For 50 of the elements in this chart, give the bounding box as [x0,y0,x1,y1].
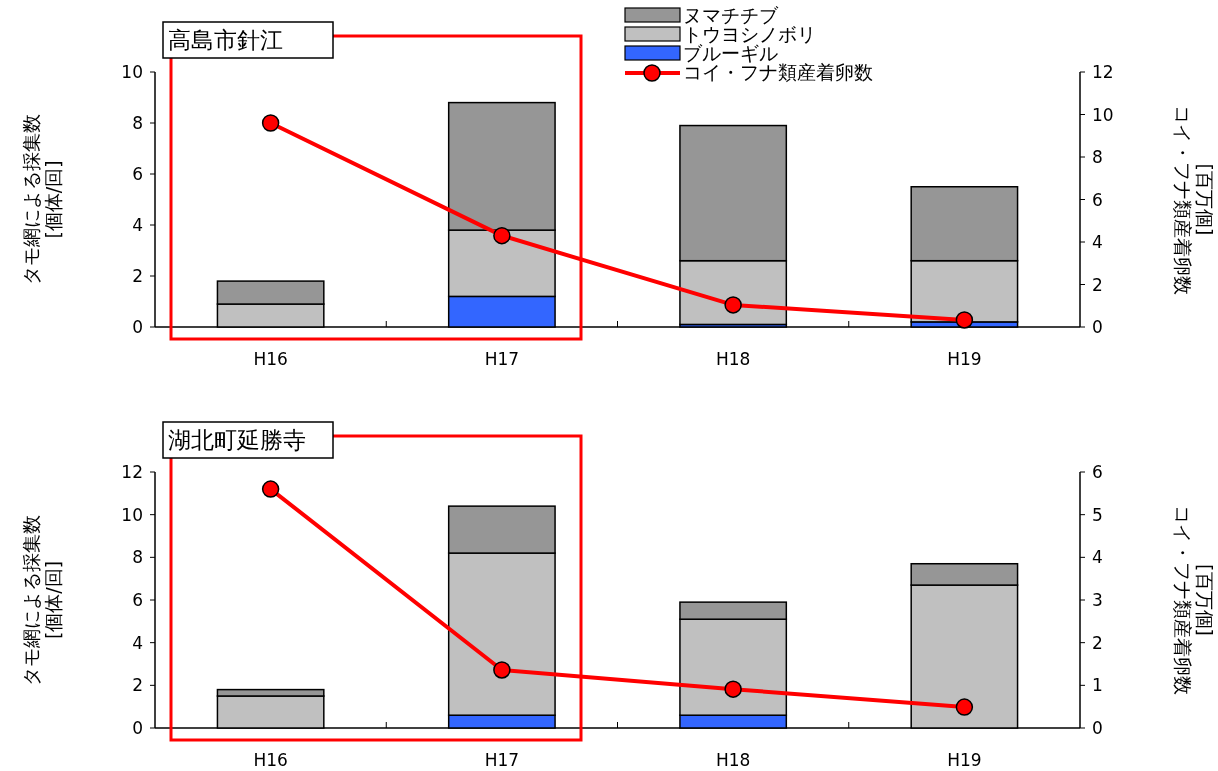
x-tick-label: H17 [484,750,520,770]
y2-tick-label: 1 [1092,675,1103,696]
y-tick-label: 10 [121,504,143,525]
y-tick-label: 8 [132,547,143,568]
x-tick-label: H18 [715,349,751,369]
y2-tick-label: 4 [1092,547,1103,568]
y2-tick-label: 10 [1092,104,1114,125]
point [261,114,280,132]
y-tick-label: 2 [132,266,143,286]
y-axis-title: タモ網による採集数 [個体/回] [20,514,64,686]
chart-title: 高島市針江 [168,27,283,53]
y-tick-label: 0 [132,718,143,738]
y2-tick-label: 12 [1092,62,1114,82]
point [955,698,974,716]
x-tick-label: H17 [484,349,520,369]
y-tick-label: 4 [132,215,143,235]
x-tick-label: H18 [715,750,751,770]
legend-label: ヌマチチブ [683,4,779,26]
y-tick-label: 6 [132,590,143,610]
y2-axis-title: コイ・フナ類産着卵数 [百万個] [1172,505,1216,695]
y2-tick-label: 5 [1092,504,1103,525]
y2-tick-label: 6 [1092,189,1103,210]
y-tick-label: 8 [132,113,143,133]
point [724,680,742,698]
y2-tick-label: 3 [1092,590,1103,610]
y-tick-label: 2 [132,675,143,696]
y2-tick-label: 8 [1092,147,1103,167]
x-tick-label: H19 [947,750,982,770]
y-tick-label: 6 [132,164,143,184]
x-tick-label: H19 [947,349,982,369]
y2-tick-label: 4 [1092,232,1103,252]
y2-axis-title: コイ・フナ類産着卵数 [百万個] [1172,104,1216,295]
y2-tick-label: 0 [1092,718,1103,738]
point [493,661,511,679]
y-axis-title: タモ網による採集数 [個体/回] [20,114,64,285]
y-tick-label: 0 [132,317,143,337]
x-tick-label: H16 [253,349,288,369]
y2-tick-label: 2 [1092,274,1103,295]
x-tick-label: H16 [253,750,288,770]
point [261,480,280,498]
y-tick-label: 10 [121,62,143,82]
y2-tick-label: 6 [1092,462,1103,482]
y-tick-label: 4 [132,632,143,653]
y-tick-label: 12 [121,462,143,482]
point [493,226,511,245]
point [955,311,974,329]
chart-title: 湖北町延勝寺 [168,427,306,453]
point [724,296,742,314]
y2-tick-label: 0 [1092,317,1103,337]
y2-tick-label: 2 [1092,632,1103,653]
